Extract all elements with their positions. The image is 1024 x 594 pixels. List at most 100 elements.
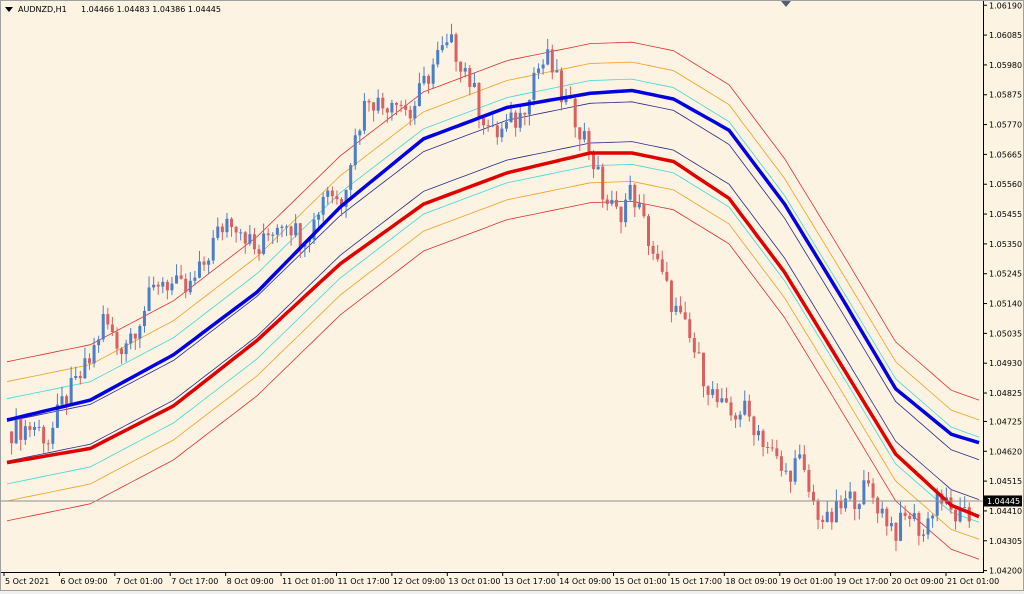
candle bbox=[417, 72, 421, 107]
candle bbox=[252, 227, 256, 255]
candle bbox=[60, 386, 64, 407]
candle bbox=[931, 513, 935, 528]
x-tick-label: 13 Oct 17:00 bbox=[504, 577, 556, 586]
candle bbox=[514, 110, 518, 137]
y-tick-label: 1.05665 bbox=[989, 150, 1022, 159]
y-tick-label: 1.05980 bbox=[989, 61, 1022, 70]
candle bbox=[37, 419, 41, 432]
candle bbox=[413, 100, 417, 125]
candle bbox=[275, 224, 279, 243]
candle bbox=[399, 100, 403, 113]
y-tick-label: 1.05770 bbox=[989, 121, 1022, 130]
chart-menu-triangle-icon[interactable] bbox=[5, 7, 13, 12]
candle bbox=[211, 230, 215, 264]
candle bbox=[816, 498, 820, 530]
candle bbox=[468, 65, 472, 96]
candle bbox=[656, 244, 660, 262]
candle bbox=[28, 421, 32, 438]
candle bbox=[138, 324, 142, 349]
candle bbox=[500, 122, 504, 143]
candle bbox=[193, 270, 197, 286]
candle bbox=[857, 503, 861, 520]
candle bbox=[729, 396, 733, 421]
candle bbox=[449, 23, 453, 44]
candle bbox=[271, 232, 275, 244]
candle bbox=[642, 194, 646, 219]
candle bbox=[248, 225, 252, 246]
candle bbox=[637, 194, 641, 210]
y-tick-label: 1.05560 bbox=[989, 180, 1022, 189]
y-tick-label: 1.05875 bbox=[989, 91, 1022, 100]
candle bbox=[523, 112, 527, 126]
candle bbox=[779, 450, 783, 477]
candle bbox=[724, 387, 728, 404]
candle bbox=[289, 225, 293, 246]
candle bbox=[756, 425, 760, 441]
x-tick-label: 19 Oct 01:00 bbox=[781, 577, 833, 586]
candle bbox=[711, 381, 715, 399]
chart-shift-triangle-icon[interactable] bbox=[781, 1, 791, 7]
candle bbox=[216, 217, 220, 241]
candle bbox=[679, 296, 683, 315]
candle bbox=[234, 225, 238, 243]
x-tick-label: 8 Oct 09:00 bbox=[227, 577, 274, 586]
candle bbox=[825, 500, 829, 523]
candle bbox=[120, 347, 124, 364]
candle bbox=[349, 163, 353, 200]
candle bbox=[889, 516, 893, 532]
candle bbox=[518, 105, 522, 132]
candle bbox=[266, 228, 270, 242]
y-tick-label: 1.06085 bbox=[989, 31, 1022, 40]
candle bbox=[491, 115, 495, 128]
candle bbox=[546, 38, 550, 66]
candle bbox=[55, 393, 59, 429]
candle bbox=[926, 511, 930, 540]
candle bbox=[87, 353, 91, 370]
candle bbox=[239, 228, 243, 241]
candle bbox=[298, 223, 302, 258]
candle bbox=[912, 504, 916, 522]
x-tick-label: 11 Oct 17:00 bbox=[337, 577, 389, 586]
candle bbox=[807, 464, 811, 498]
candle bbox=[394, 101, 398, 116]
candle bbox=[885, 506, 889, 536]
candle bbox=[702, 352, 706, 398]
candle bbox=[605, 194, 609, 211]
candle bbox=[459, 61, 463, 83]
candle bbox=[230, 217, 234, 237]
candle bbox=[184, 273, 188, 299]
candle bbox=[152, 276, 156, 291]
candle bbox=[761, 428, 765, 457]
candle bbox=[101, 305, 105, 343]
candle bbox=[669, 279, 673, 323]
candle bbox=[504, 113, 508, 132]
moving-average-red bbox=[6, 151, 980, 519]
candle bbox=[69, 366, 73, 406]
candle bbox=[133, 333, 137, 350]
candle bbox=[839, 495, 843, 515]
candle bbox=[381, 92, 385, 115]
candle bbox=[866, 472, 870, 487]
candle bbox=[257, 244, 261, 261]
candle bbox=[619, 206, 623, 234]
candle bbox=[482, 116, 486, 135]
x-tick-label: 15 Oct 01:00 bbox=[615, 577, 667, 586]
candle bbox=[74, 366, 78, 381]
y-tick-label: 1.05245 bbox=[989, 270, 1022, 279]
candle bbox=[743, 390, 747, 416]
candle bbox=[921, 529, 925, 542]
candle bbox=[628, 175, 632, 202]
y-tick-label: 1.05455 bbox=[989, 210, 1022, 219]
candle bbox=[775, 439, 779, 460]
candle bbox=[330, 186, 334, 204]
candle bbox=[660, 250, 664, 275]
candle bbox=[853, 491, 857, 521]
candle bbox=[903, 505, 907, 521]
symbol-header: AUDNZD,H1 1.04466 1.04483 1.04386 1.0444… bbox=[5, 5, 221, 14]
candle bbox=[243, 231, 247, 254]
candle bbox=[789, 470, 793, 493]
candle bbox=[170, 276, 174, 296]
candle bbox=[894, 521, 898, 552]
